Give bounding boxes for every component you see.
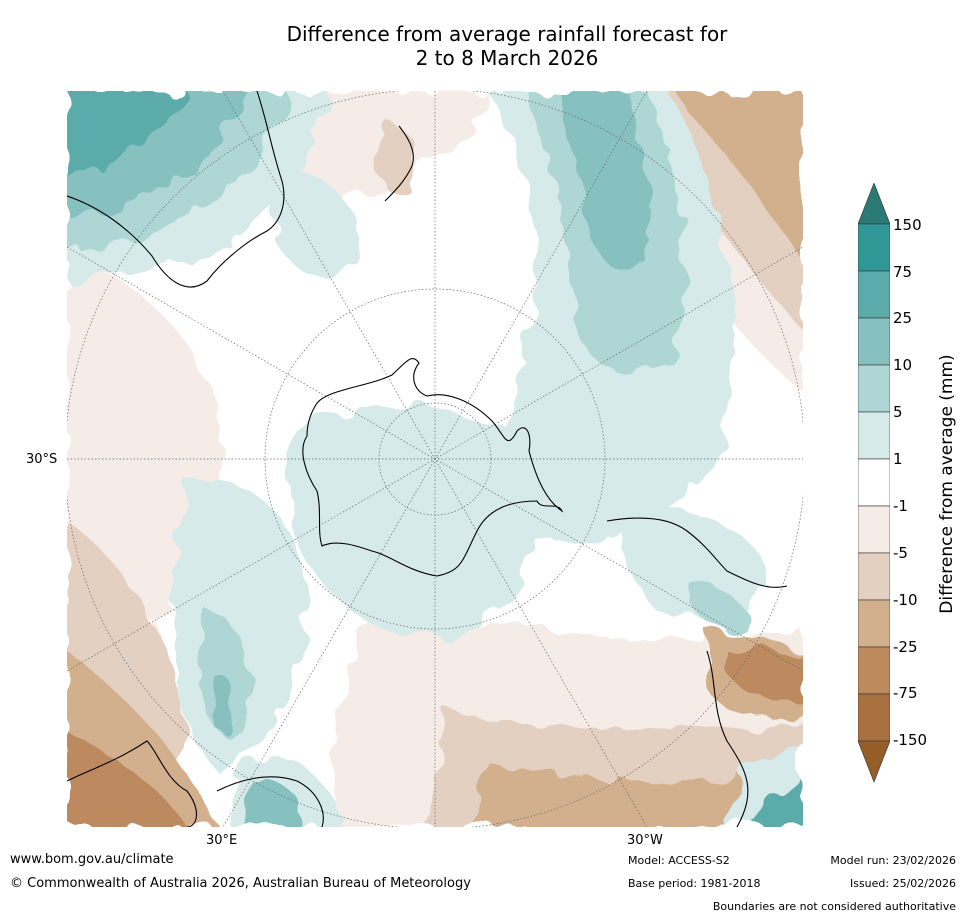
- colorbar-tick: -10: [893, 591, 918, 609]
- colorbar-tick: 5: [893, 403, 903, 421]
- footer-disclaimer: Boundaries are not considered authoritat…: [712, 900, 956, 913]
- colorbar-tick: 10: [893, 356, 913, 374]
- map-title: Difference from average rainfall forecas…: [170, 22, 844, 70]
- colorbar-tick: -5: [893, 544, 908, 562]
- colorbar-bin: [858, 364, 890, 413]
- footer-model-run: Model run: 23/02/2026: [830, 854, 956, 867]
- colorbar-bin: [858, 317, 890, 366]
- colorbar-tick: 150: [893, 216, 922, 234]
- coastlines: [67, 91, 788, 827]
- colorbar-bin: [858, 552, 890, 601]
- latitude-label: 30°S: [26, 452, 58, 467]
- colorbar-bin: [858, 693, 890, 742]
- colorbar-tick: -1: [893, 497, 908, 515]
- colorbar-under-triangle: [858, 740, 890, 783]
- graticule: [67, 91, 803, 827]
- map-svg: [67, 91, 803, 827]
- footer-url[interactable]: www.bom.gov.au/climate: [10, 852, 174, 867]
- colorbar-over-triangle: [858, 183, 890, 225]
- colorbar-tick: 1: [893, 450, 903, 468]
- colorbar-bin: [858, 223, 890, 272]
- footer-model: Model: ACCESS-S2: [628, 854, 730, 867]
- colorbar-bin: [858, 411, 890, 460]
- footer-base-period: Base period: 1981-2018: [628, 877, 761, 890]
- colorbar-tick: 75: [893, 263, 913, 281]
- colorbar-bin: [858, 646, 890, 695]
- rainfall-map[interactable]: [67, 91, 803, 827]
- footer-issued: Issued: 25/02/2026: [849, 877, 956, 890]
- longitude-label-30w: 30°W: [627, 833, 663, 848]
- colorbar-bin: [858, 458, 890, 507]
- colorbar: [858, 183, 890, 783]
- title-line-1: Difference from average rainfall forecas…: [286, 22, 728, 46]
- longitude-label-30e: 30°E: [206, 833, 238, 848]
- colorbar-bin: [858, 599, 890, 648]
- colorbar-tick: 25: [893, 309, 913, 327]
- colorbar-tick: -25: [893, 638, 918, 656]
- colorbar-tick: -150: [893, 731, 928, 749]
- colorbar-title: Difference from average (mm): [937, 354, 957, 614]
- footer-copyright: © Commonwealth of Australia 2026, Austra…: [10, 876, 471, 891]
- title-line-2: 2 to 8 March 2026: [415, 46, 599, 70]
- colorbar-bin: [858, 505, 890, 554]
- colorbar-bin: [858, 270, 890, 319]
- colorbar-tick: -75: [893, 684, 918, 702]
